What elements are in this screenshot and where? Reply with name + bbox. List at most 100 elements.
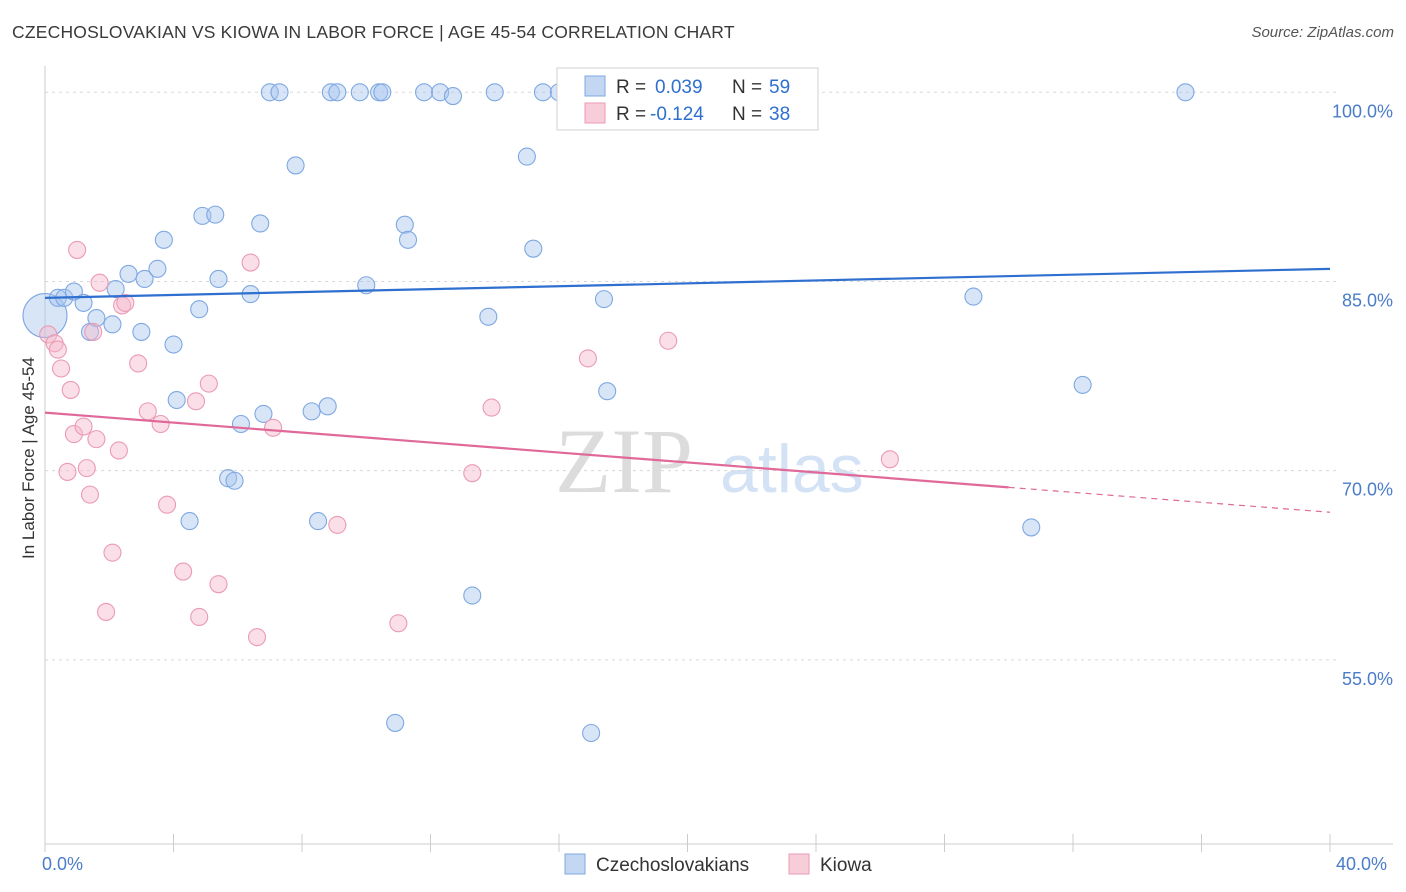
czech-point: [415, 83, 434, 102]
kiowa-point: [109, 441, 128, 460]
kiowa-point: [129, 354, 148, 373]
czech-point: [485, 83, 504, 102]
czech-point: [193, 206, 212, 225]
kiowa-point: [64, 425, 83, 444]
kiowa-trend-line: [44, 411, 1009, 489]
series-legend: Czechoslovakians Kiowa: [564, 853, 872, 876]
legend-r-value-kiowa: -0.124: [650, 104, 704, 125]
czech-point: [321, 83, 340, 102]
czech-point: [964, 287, 983, 306]
czech-point: [231, 414, 251, 434]
legend-swatch-czech: [584, 75, 606, 97]
kiowa-point: [186, 392, 206, 411]
kiowa-point: [116, 293, 135, 312]
kiowa-point: [103, 543, 122, 562]
source-label: Source: ZipAtlas.com: [1251, 24, 1394, 41]
czech-point: [206, 205, 225, 224]
kiowa-point: [880, 450, 899, 469]
trend-lines: [44, 267, 1331, 513]
kiowa-point: [389, 614, 408, 633]
kiowa-point: [90, 273, 109, 292]
czech-point: [190, 300, 209, 319]
czech-point: [302, 402, 321, 421]
kiowa-point: [87, 430, 106, 449]
czech-point: [209, 269, 228, 288]
kiowa-point: [74, 417, 93, 436]
kiowa-point: [39, 325, 58, 344]
kiowa-point: [247, 628, 267, 647]
y-tick-labels: 100.0% 85.0% 70.0% 55.0%: [1332, 101, 1393, 689]
kiowa-point: [174, 562, 193, 581]
axes: [44, 66, 1393, 852]
bottom-legend-swatch-kiowa: [788, 853, 810, 875]
chart-title: CZECHOSLOVAKIAN VS KIOWA IN LABOR FORCE …: [12, 22, 735, 42]
kiowa-point: [264, 418, 283, 437]
czech-point: [517, 147, 536, 166]
x-tick-label-min: 0.0%: [42, 854, 83, 874]
kiowa-point: [68, 240, 87, 259]
czech-point: [598, 382, 617, 401]
czech-point: [286, 156, 305, 175]
bottom-legend-label-kiowa: Kiowa: [820, 855, 872, 876]
kiowa-point: [241, 253, 260, 272]
czech-point: [154, 230, 173, 249]
czech-point: [103, 315, 122, 334]
legend-n-value-czech: 59: [769, 77, 790, 98]
kiowa-point: [138, 402, 157, 421]
czech-point: [270, 83, 289, 102]
czech-point: [443, 87, 463, 106]
legend-n-value-kiowa: 38: [769, 104, 790, 125]
kiowa-point: [80, 485, 100, 504]
legend-n-label-kiowa: N =: [732, 104, 762, 125]
y-tick-label: 55.0%: [1342, 669, 1393, 689]
czech-point: [164, 335, 183, 354]
czech-point: [318, 397, 337, 416]
czech-point: [132, 322, 151, 341]
czech-point: [533, 83, 552, 102]
czech-point: [398, 230, 418, 249]
kiowa-point: [463, 464, 482, 483]
kiowa-point: [578, 349, 597, 368]
kiowa-point: [209, 575, 228, 594]
kiowa-point: [84, 322, 103, 341]
kiowa-point: [96, 602, 116, 621]
kiowa-point: [58, 462, 77, 481]
legend-r-label-czech: R =: [616, 77, 646, 98]
legend-r-value-czech: 0.039: [655, 77, 703, 98]
czech-point: [135, 269, 154, 288]
y-tick-label: 85.0%: [1342, 290, 1393, 310]
czech-point: [260, 83, 279, 102]
kiowa-point: [199, 374, 218, 393]
czech-point: [594, 290, 614, 309]
kiowa-point: [151, 414, 170, 434]
legend-r-label-kiowa: R =: [616, 104, 646, 125]
czech-point: [395, 215, 414, 234]
czech-point: [251, 214, 270, 233]
kiowa-point: [77, 459, 96, 478]
czech-point: [350, 83, 369, 102]
czech-point: [74, 293, 93, 312]
czech-point: [1073, 375, 1092, 394]
kiowa-point: [328, 515, 347, 534]
czech-point: [225, 471, 244, 490]
czech-point: [180, 512, 199, 531]
czech-point: [254, 404, 273, 423]
czech-point: [582, 723, 601, 743]
czech-point: [1022, 518, 1041, 537]
y-axis-label: In Labor Force | Age 45-54: [19, 357, 38, 559]
y-tick-label: 100.0%: [1332, 101, 1393, 121]
bottom-legend-swatch-czech: [564, 853, 586, 875]
x-tick-label-max: 40.0%: [1336, 854, 1387, 874]
legend-swatch-kiowa: [584, 102, 606, 124]
czech-point: [87, 308, 106, 328]
kiowa-point: [482, 398, 501, 417]
legend-n-label-czech: N =: [732, 77, 762, 98]
czech-point: [106, 279, 125, 299]
bottom-legend-label-czech: Czechoslovakians: [596, 855, 749, 876]
czech-point: [373, 83, 392, 102]
czech-point: [328, 83, 347, 102]
czech-point: [309, 512, 328, 531]
kiowa-point: [190, 607, 209, 627]
czech-trend-line: [44, 267, 1331, 299]
